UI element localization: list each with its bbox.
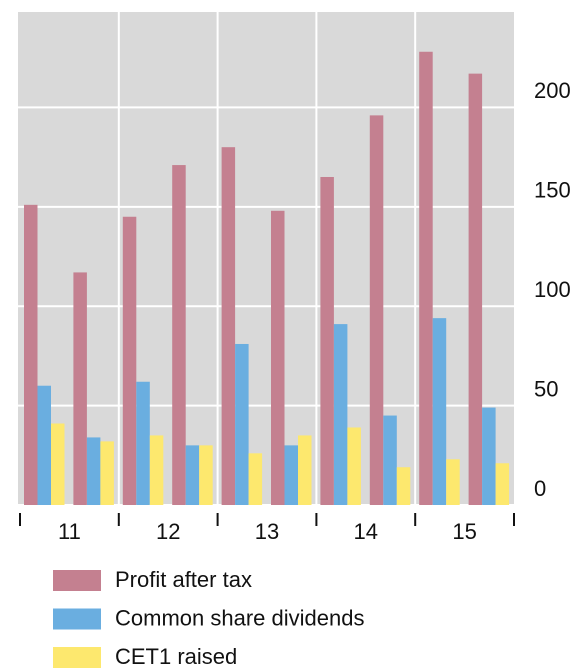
- y-tick-label: 150: [534, 178, 571, 203]
- bar: [248, 453, 263, 505]
- x-tick-label: 11: [58, 519, 81, 544]
- legend-label: Common share dividends: [115, 605, 364, 630]
- legend-swatch: [53, 647, 101, 668]
- legend-label: Profit after tax: [115, 567, 252, 592]
- bar: [100, 441, 114, 505]
- bar: [347, 427, 361, 505]
- bar: [136, 381, 150, 505]
- bar: [172, 165, 186, 505]
- bar: [149, 435, 164, 505]
- x-tick-label: 13: [255, 519, 279, 544]
- bar: [446, 459, 460, 505]
- bar: [185, 445, 200, 505]
- bar: [37, 385, 51, 505]
- x-tick-label: 12: [156, 519, 180, 544]
- bar: [235, 343, 249, 505]
- bar: [86, 437, 101, 505]
- y-tick-label: 200: [534, 78, 571, 103]
- bar: [122, 216, 137, 505]
- y-tick-label: 50: [534, 376, 558, 401]
- y-tick-label: 0: [534, 476, 546, 501]
- bar: [51, 423, 65, 505]
- bar: [24, 204, 38, 506]
- bar: [482, 407, 496, 505]
- bar: [383, 415, 397, 505]
- x-tick-label: 15: [452, 519, 476, 544]
- bar: [396, 467, 411, 505]
- legend-label: CET1 raised: [115, 644, 237, 669]
- bar: [221, 147, 236, 505]
- legend-swatch: [53, 608, 101, 630]
- bar: [419, 51, 433, 506]
- bar: [369, 115, 384, 505]
- bar: [199, 445, 213, 505]
- legend-swatch: [53, 570, 101, 591]
- bar: [495, 463, 510, 505]
- bar: [73, 272, 87, 505]
- bar: [271, 210, 285, 505]
- bar: [468, 73, 483, 505]
- bar: [333, 324, 348, 505]
- bar: [284, 445, 298, 505]
- bar: [320, 176, 334, 505]
- x-tick-label: 14: [354, 519, 378, 544]
- bar: [432, 318, 447, 505]
- y-tick-label: 100: [534, 277, 571, 302]
- bar: [298, 435, 312, 505]
